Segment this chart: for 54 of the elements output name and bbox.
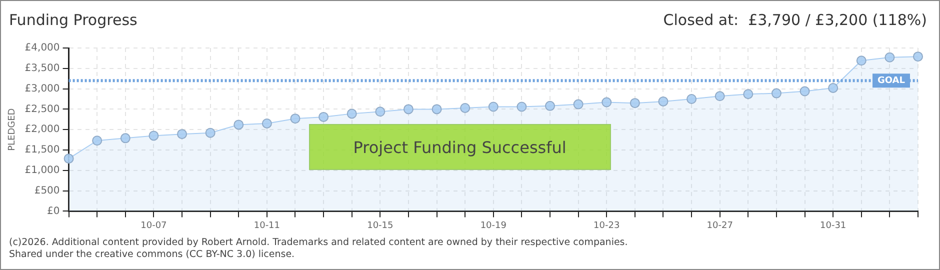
x-tick-label: 10-31	[820, 220, 846, 231]
point	[375, 106, 386, 117]
y-axis-title: PLEDGED	[8, 108, 18, 151]
point	[516, 102, 527, 112]
point	[177, 129, 188, 140]
point	[92, 136, 102, 146]
point	[658, 96, 668, 106]
point	[602, 97, 612, 108]
point	[856, 56, 866, 66]
x-tick-label: 10-07	[140, 220, 167, 231]
point	[234, 120, 244, 130]
x-tick-label: 10-15	[367, 220, 394, 231]
point	[913, 52, 923, 62]
y-tick-label: £2,500	[24, 104, 60, 115]
chart-title: Funding Progress	[9, 11, 138, 29]
point	[460, 102, 470, 113]
point	[488, 102, 498, 112]
point	[884, 52, 895, 62]
point	[290, 114, 300, 124]
y-tick-label: £1,000	[24, 164, 60, 176]
y-tick-label: £2,000	[24, 124, 60, 136]
point	[205, 128, 216, 138]
point	[120, 133, 130, 144]
point	[573, 99, 584, 110]
point	[714, 91, 725, 102]
point	[318, 112, 329, 122]
point	[743, 89, 754, 100]
point	[262, 118, 272, 128]
x-tick-label: 10-27	[706, 220, 733, 231]
ref-line-label: GOAL	[878, 76, 906, 86]
point	[432, 104, 442, 114]
point	[686, 94, 697, 104]
point	[771, 88, 782, 98]
x-tick-label: 10-19	[480, 220, 507, 231]
y-tick-label: £3,500	[24, 62, 60, 74]
point	[346, 108, 357, 119]
point	[64, 154, 74, 164]
point	[800, 86, 810, 96]
y-tick-label: £4,000	[24, 42, 60, 54]
point	[403, 104, 414, 114]
y-tick-label: £3,000	[24, 83, 60, 94]
chart-subtitle: Closed at: £3,790 / £3,200 (118%)	[663, 11, 927, 29]
y-tick-label: £500	[34, 185, 60, 196]
x-tick-label: 10-11	[254, 220, 280, 231]
point	[828, 82, 838, 93]
point	[148, 130, 159, 141]
point	[545, 100, 556, 111]
x-tick-label: 10-23	[594, 220, 620, 231]
text: Shared under the creative commons (CC BY-NC 3.0) license.	[9, 249, 296, 261]
y-tick-label: £1,500	[24, 144, 60, 156]
success-banner: Project Funding Successful	[308, 124, 611, 170]
y-tick-label: £0	[47, 206, 60, 217]
point	[630, 98, 640, 108]
text: (c)2026. Additional content provided by Robert Arnold. Trademarks and related content are owned by their respective companies.	[9, 237, 628, 249]
